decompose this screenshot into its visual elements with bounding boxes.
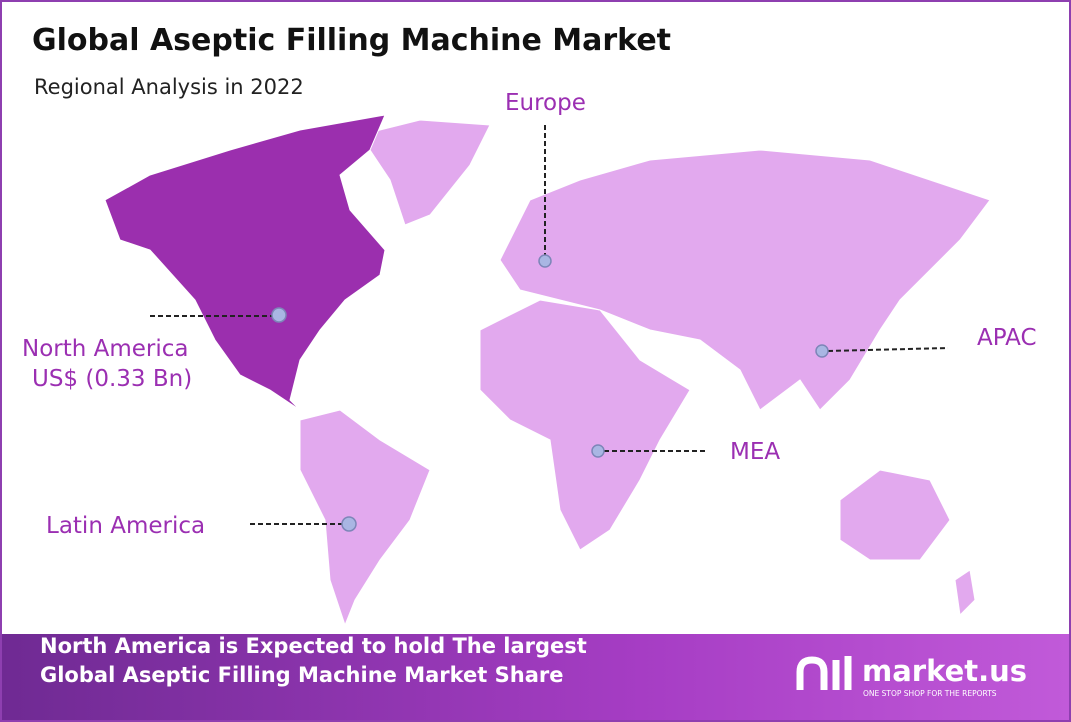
region-label: MEA [730,439,780,465]
world-map [104,114,991,627]
region-label: North America [22,336,189,362]
subtitle: Regional Analysis in 2022 [34,75,304,99]
footer-line: Global Aseptic Filling Machine Market Sh… [40,663,563,687]
brand: market.us [862,654,1027,688]
callouts: Europe APAC MEA Latin America North Amer… [22,90,1037,539]
region-label: Latin America [46,513,205,539]
region-label: Europe [505,90,586,116]
region-value: US$ (0.33 Bn) [32,366,192,392]
footer-band [2,634,1069,720]
region-label: APAC [977,325,1037,351]
tagline: ONE STOP SHOP FOR THE REPORTS [863,689,997,698]
footer-line: North America is Expected to hold The la… [40,634,587,658]
title: Global Aseptic Filling Machine Market [32,23,671,58]
logo: market.us ONE STOP SHOP FOR THE REPORTS [796,654,1027,698]
